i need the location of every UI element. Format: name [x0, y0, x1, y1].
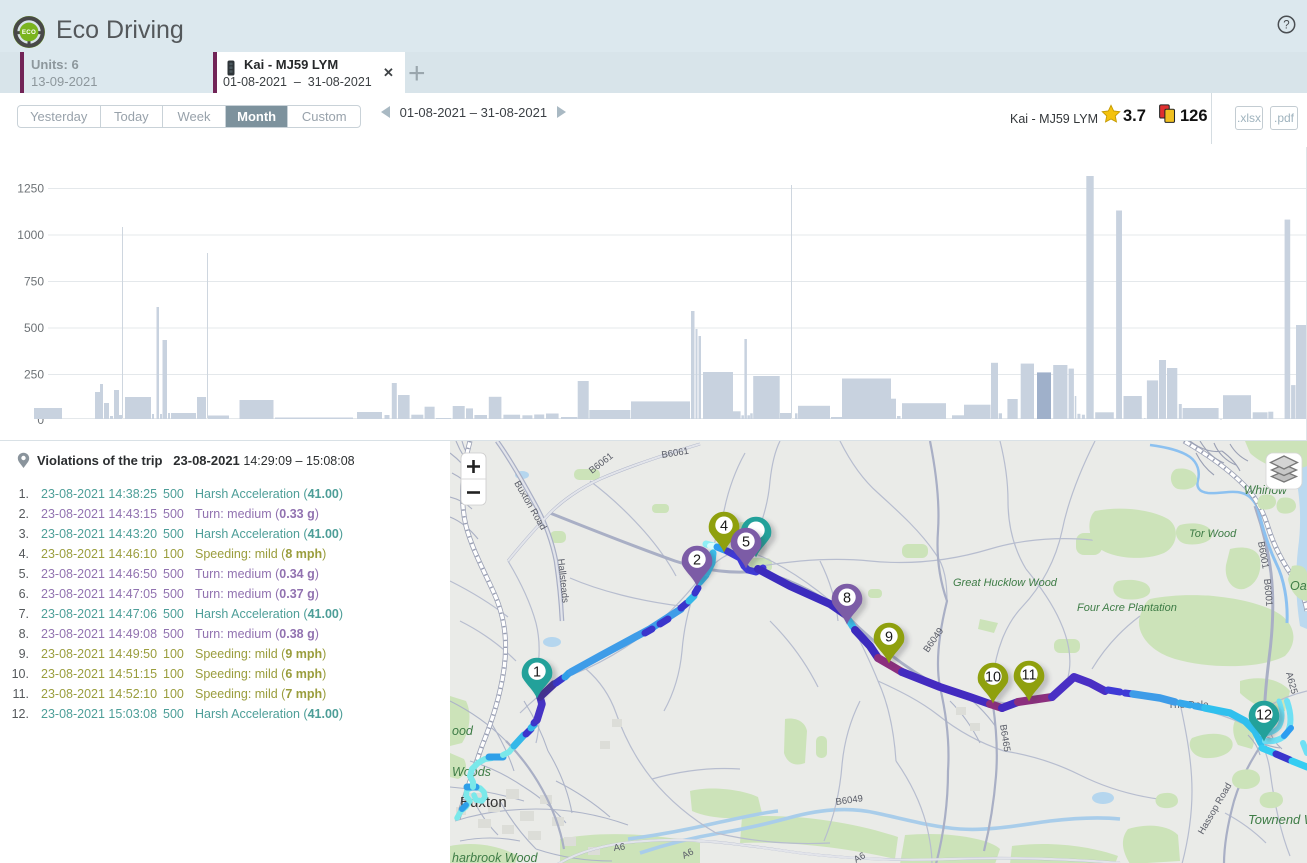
- svg-text:Tor Wood: Tor Wood: [1189, 528, 1237, 540]
- svg-text:harbrook Wood: harbrook Wood: [452, 851, 539, 863]
- svg-text:A6: A6: [852, 850, 868, 863]
- svg-text:5: 5: [742, 534, 750, 550]
- svg-text:ECO: ECO: [22, 29, 36, 36]
- svg-text:A6: A6: [680, 846, 695, 861]
- svg-text:B6465: B6465: [997, 724, 1012, 753]
- svg-text:Great Hucklow Wood: Great Hucklow Wood: [953, 577, 1058, 589]
- svg-text:11: 11: [1021, 667, 1036, 683]
- svg-text:B6061: B6061: [661, 446, 690, 461]
- svg-text:A6: A6: [613, 841, 626, 854]
- svg-text:750: 750: [24, 275, 44, 289]
- svg-text:500: 500: [24, 321, 44, 335]
- svg-text:ood: ood: [452, 724, 474, 738]
- svg-text:8: 8: [843, 590, 851, 606]
- svg-text:?: ?: [1283, 20, 1289, 32]
- svg-text:Townend W: Townend W: [1248, 812, 1307, 827]
- svg-text:250: 250: [24, 368, 44, 382]
- svg-text:10: 10: [985, 669, 1001, 685]
- svg-text:4: 4: [720, 518, 728, 534]
- svg-text:1000: 1000: [17, 228, 44, 242]
- svg-text:2: 2: [693, 552, 701, 568]
- svg-text:Hallsteads: Hallsteads: [555, 558, 571, 604]
- svg-text:12: 12: [1256, 707, 1272, 723]
- svg-text:0: 0: [37, 413, 44, 427]
- svg-text:Oak: Oak: [1290, 579, 1307, 593]
- svg-text:1: 1: [533, 664, 541, 680]
- svg-text:B6049: B6049: [835, 793, 864, 808]
- svg-text:B6001: B6001: [1261, 578, 1274, 606]
- svg-text:1250: 1250: [17, 182, 44, 196]
- svg-text:Four Acre Plantation: Four Acre Plantation: [1077, 602, 1177, 614]
- svg-text:B6001: B6001: [1255, 541, 1271, 570]
- svg-text:9: 9: [885, 629, 893, 645]
